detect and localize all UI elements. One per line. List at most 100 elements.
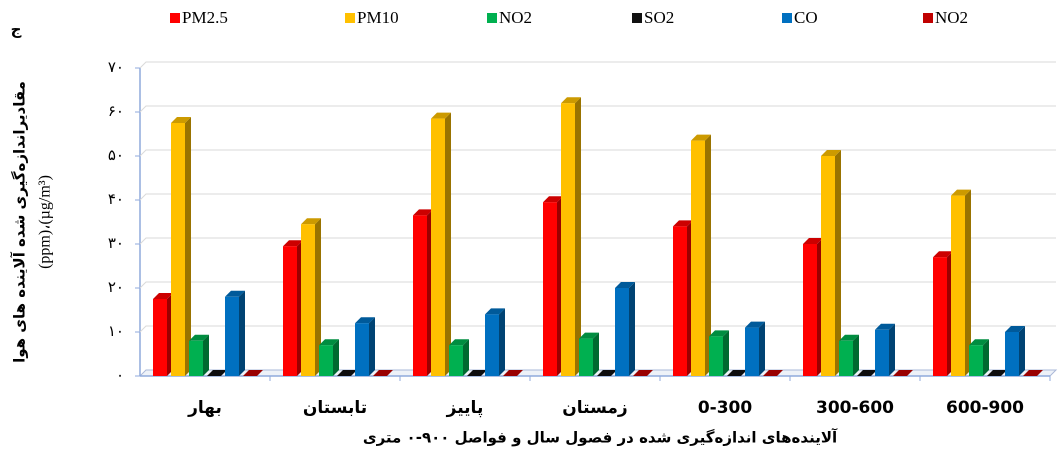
- bar-side: [889, 323, 895, 376]
- bar-side: [499, 308, 505, 376]
- bar-side: [1019, 326, 1025, 376]
- bar-top: [933, 251, 953, 258]
- bar: [189, 340, 203, 376]
- legend-label: CO: [794, 8, 818, 27]
- grid-line: [139, 149, 1056, 157]
- bar: [969, 345, 983, 376]
- bar-side: [835, 150, 841, 376]
- bar-top: [633, 370, 653, 376]
- bar-side: [983, 339, 989, 376]
- bar: [745, 327, 759, 376]
- x-tick-label: زمستان: [562, 398, 627, 418]
- bar-top: [821, 150, 841, 156]
- bar-side: [575, 97, 581, 376]
- bar-top: [745, 321, 765, 328]
- bar: [561, 103, 575, 376]
- bar: [1005, 332, 1019, 376]
- legend-swatch: [923, 13, 933, 23]
- bar: [301, 224, 315, 376]
- bar: [319, 345, 333, 376]
- bar-top: [431, 112, 451, 119]
- legend-swatch: [487, 13, 497, 23]
- bar-top: [579, 332, 599, 339]
- bar-side: [463, 339, 469, 376]
- bar-top: [615, 282, 635, 288]
- bar: [413, 215, 427, 376]
- bar: [171, 123, 185, 376]
- bar-top: [171, 117, 191, 123]
- bar: [691, 140, 705, 376]
- bar-top: [243, 370, 263, 376]
- bar: [709, 336, 723, 376]
- bar: [225, 296, 239, 376]
- bar: [431, 118, 445, 376]
- bar-top: [543, 196, 563, 203]
- bar-side: [333, 339, 339, 376]
- bar-top: [727, 370, 747, 376]
- legend-label: NO2: [935, 8, 968, 27]
- bar-top: [503, 370, 523, 376]
- bar-top: [373, 370, 393, 376]
- bar: [449, 345, 463, 376]
- bar-top: [153, 293, 173, 299]
- bar: [839, 340, 853, 376]
- bar-side: [853, 334, 859, 376]
- bar-top: [803, 238, 823, 244]
- bar-side: [705, 134, 711, 376]
- grid-line: [139, 105, 1056, 113]
- bar: [951, 195, 965, 376]
- bar: [933, 257, 947, 376]
- bar-top: [857, 370, 877, 376]
- x-tick-label: 300-600: [816, 398, 894, 418]
- bar: [803, 244, 817, 376]
- bar: [283, 246, 297, 376]
- x-tick-label: پاییز: [446, 398, 484, 418]
- y-tick-label: ۰: [116, 366, 124, 384]
- bar-top: [709, 330, 729, 337]
- y-tick-label: ۲۰: [108, 278, 124, 296]
- bar-side: [203, 334, 209, 376]
- y-tick-label: ۶۰: [108, 102, 124, 120]
- x-tick-label: بهار: [187, 398, 222, 418]
- bar-top: [449, 339, 469, 346]
- legend-swatch: [632, 13, 642, 23]
- y-axis-title: (ppm)،(µg/m³): [37, 175, 54, 269]
- bar: [355, 323, 369, 376]
- bar-top: [1005, 326, 1025, 332]
- grid-line: [139, 61, 1056, 69]
- legend-label: PM10: [357, 8, 399, 27]
- bar-top: [987, 370, 1007, 376]
- bar-top: [673, 220, 693, 227]
- bar-side: [629, 282, 635, 376]
- grid-line: [139, 325, 1056, 333]
- legend-label: SO2: [644, 8, 674, 27]
- bar: [579, 338, 593, 376]
- bar-top: [1023, 370, 1043, 376]
- bar-side: [965, 189, 971, 376]
- bar-top: [337, 370, 357, 376]
- bar-top: [951, 189, 971, 196]
- corner-label: ج: [11, 21, 22, 39]
- bar-top: [875, 323, 895, 330]
- grid-line: [139, 237, 1056, 245]
- legend-swatch: [170, 13, 180, 23]
- bar: [673, 226, 687, 376]
- x-tick-label: تابستان: [303, 398, 367, 418]
- legend-swatch: [345, 13, 355, 23]
- bar-top: [225, 290, 245, 297]
- bar-top: [969, 339, 989, 346]
- bar: [821, 156, 835, 376]
- grid-line: [139, 193, 1056, 201]
- bar-side: [445, 112, 451, 376]
- bar-top: [691, 134, 711, 141]
- bar-top: [189, 334, 209, 341]
- legend-label: NO2: [499, 8, 532, 27]
- legend-label: PM2.5: [182, 8, 228, 27]
- bar-side: [759, 321, 765, 376]
- bar-top: [485, 308, 505, 315]
- bar-top: [355, 317, 375, 324]
- bar: [543, 202, 557, 376]
- x-tick-label: 600-900: [946, 398, 1024, 418]
- y-tick-label: ۴۰: [108, 190, 124, 208]
